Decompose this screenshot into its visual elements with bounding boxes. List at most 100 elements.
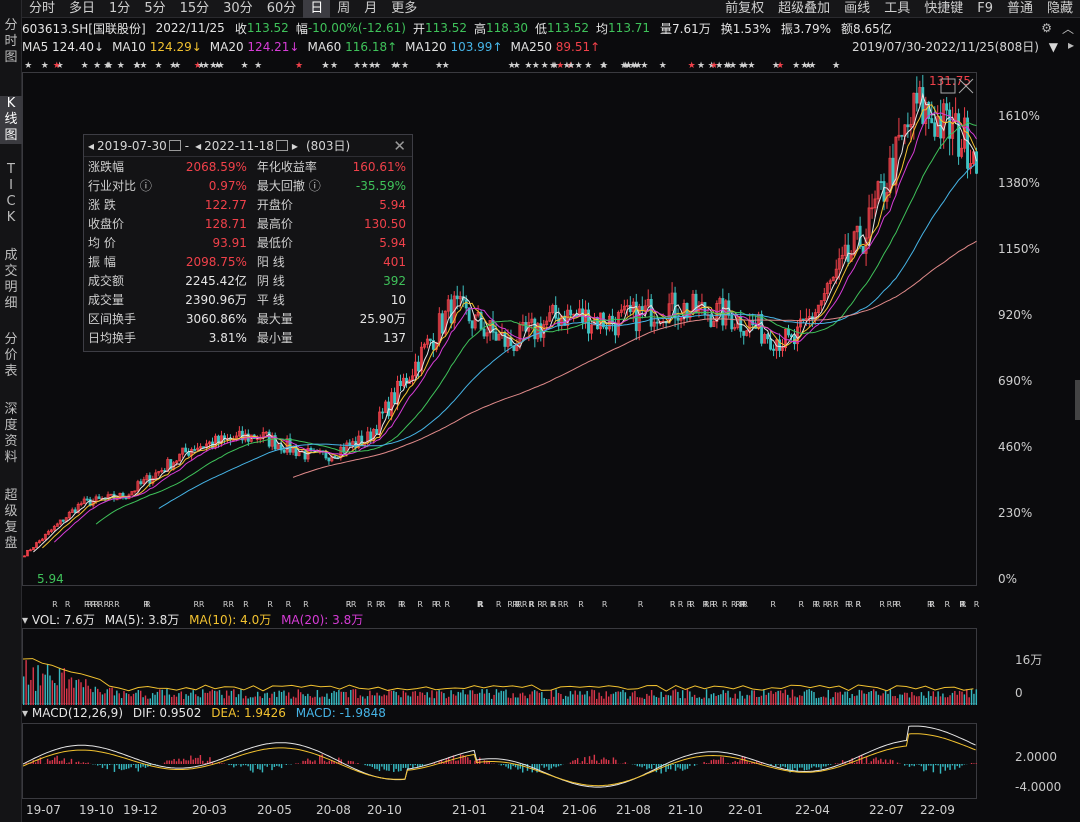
volume-bar	[61, 672, 63, 705]
stats-start-date[interactable]: 2019-07-30	[97, 138, 167, 153]
period-tab[interactable]: 60分	[266, 0, 297, 16]
event-letter-mark: R	[529, 600, 535, 609]
macd-bar	[667, 764, 670, 770]
settings-icon[interactable]: ⚙	[1041, 21, 1052, 35]
volume-bar	[825, 697, 827, 705]
volume-bar	[958, 690, 961, 705]
candle-body	[214, 435, 217, 449]
toolbar-button[interactable]: 画线	[844, 0, 871, 16]
toolbar-button[interactable]: 超级叠加	[778, 0, 831, 16]
calendar-icon[interactable]	[275, 140, 288, 151]
event-letter-mark: R	[478, 600, 484, 609]
volume-bar	[930, 696, 932, 705]
period-tab[interactable]: 1分	[109, 0, 131, 16]
volume-bar	[727, 690, 729, 705]
period-tab[interactable]: 更多	[391, 0, 418, 16]
candle-body	[237, 430, 241, 437]
event-letter-mark: R	[563, 600, 569, 609]
period-tab[interactable]: 30分	[223, 0, 253, 16]
candle-body	[136, 481, 140, 492]
toolbar-button[interactable]: F9	[977, 0, 993, 16]
calendar-icon[interactable]	[168, 140, 181, 151]
macd-bar	[937, 764, 939, 766]
volume-bar	[483, 693, 486, 705]
period-tab[interactable]: 分时	[29, 0, 56, 16]
volume-bar	[655, 696, 658, 705]
macd-bar	[352, 761, 354, 764]
nav-super-replay[interactable]: 超级复盘	[0, 488, 22, 552]
macd-bar	[586, 763, 588, 764]
vol-dropdown-icon[interactable]: ▾	[22, 613, 29, 627]
volume-bar	[770, 690, 772, 705]
volume-bar	[342, 691, 345, 705]
volume-bar	[505, 689, 507, 705]
period-tab[interactable]: 5分	[144, 0, 166, 16]
nav-trade-detail[interactable]: 成交明细	[0, 248, 22, 312]
volume-bar	[710, 694, 713, 705]
macd-bar	[364, 764, 366, 766]
candle-body	[870, 207, 874, 210]
macd-bar	[603, 757, 605, 764]
period-tab[interactable]: 多日	[69, 0, 96, 16]
period-tab[interactable]: 日	[303, 0, 331, 18]
event-letter-mark: R	[398, 600, 404, 609]
toolbar-button[interactable]: 快捷键	[924, 0, 964, 16]
candle-body	[551, 305, 555, 314]
close-icon[interactable]: ✕	[393, 136, 406, 155]
volume-bar	[405, 692, 407, 705]
macd-panel[interactable]	[22, 723, 978, 799]
dropdown-icon[interactable]: ▼	[1048, 40, 1058, 54]
toolbar-button[interactable]: 前复权	[725, 0, 765, 16]
candle-body	[26, 549, 29, 557]
candle-body	[276, 444, 280, 450]
date-range-label[interactable]: 2019/07/30-2022/11/25(808日) ▼	[852, 38, 1058, 55]
nav-price-table[interactable]: 分价表	[0, 332, 22, 380]
toolbar-button[interactable]: 工具	[884, 0, 911, 16]
chevron-right-icon[interactable]: ▸	[1067, 38, 1074, 52]
volume-bar	[462, 689, 464, 705]
volume-bar	[667, 695, 670, 705]
volume-bar	[732, 698, 734, 705]
macd-bar	[106, 764, 108, 770]
candle-body	[76, 504, 80, 513]
volume-panel[interactable]	[22, 628, 978, 705]
chevron-up-icon[interactable]: ︿	[1061, 21, 1074, 36]
kline-chart-panel[interactable]: 131.75 5.94	[22, 72, 978, 586]
stats-row: 振 幅 2098.75% 阳 线 401	[84, 252, 412, 271]
stats-value: 160.61%	[352, 159, 406, 174]
nav-intraday[interactable]: 分时图	[0, 18, 22, 66]
candle-body	[721, 298, 725, 326]
volume-bar	[548, 698, 550, 705]
maximize-icon	[940, 78, 956, 94]
nav-deep-data[interactable]: 深度资料	[0, 402, 22, 466]
toolbar-button[interactable]: 普通	[1006, 0, 1033, 16]
event-star-icon: ★	[776, 61, 784, 70]
prev-arrow-icon[interactable]: ◂	[88, 138, 95, 153]
event-star-icon: ★	[792, 61, 800, 70]
volume-bar	[598, 692, 600, 705]
period-tab[interactable]: 周	[337, 0, 351, 16]
macd-bar	[662, 764, 665, 765]
volume-bar	[681, 690, 684, 705]
next-arrow-icon[interactable]: ◂	[195, 138, 202, 153]
period-tab[interactable]: 15分	[179, 0, 210, 16]
ma-label: MA120	[405, 40, 451, 54]
stats-end-date[interactable]: 2022-11-18	[204, 138, 274, 153]
turnover-value: 换1.53%	[720, 21, 771, 36]
volume-bar	[87, 685, 89, 705]
period-tab[interactable]: 月	[364, 0, 378, 16]
event-letter-mark: R	[742, 600, 748, 609]
event-letter-mark: R	[346, 600, 352, 609]
scrollbar[interactable]	[1075, 380, 1080, 420]
next-arrow-icon[interactable]: ▸	[291, 138, 298, 153]
volume-bar	[436, 691, 438, 705]
macd-bar	[670, 764, 672, 770]
volume-bar	[330, 692, 333, 705]
macd-dropdown-icon[interactable]: ▾	[22, 706, 29, 720]
volume-bar	[428, 697, 431, 705]
candle-body	[32, 547, 35, 551]
toolbar-button[interactable]: 隐藏	[1046, 0, 1073, 16]
